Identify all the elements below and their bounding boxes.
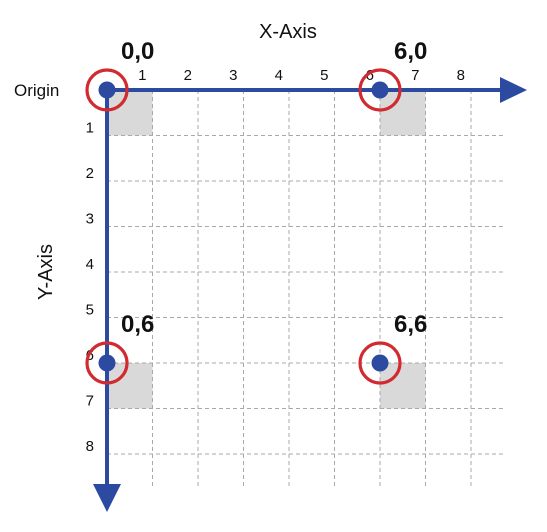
y-tick-label: 8 [86,438,94,455]
x-tick-label: 8 [457,67,465,84]
point-dot [99,82,116,99]
x-tick-label: 1 [138,67,146,84]
point-dot [372,355,389,372]
origin-label: Origin [14,81,59,100]
grid-lines [107,90,503,486]
y-tick-label: 2 [86,165,94,182]
shaded-cell [107,90,153,136]
y-axis-arrowhead [93,484,121,512]
x-axis-arrowhead [500,77,527,103]
point-label: 6,6 [394,311,427,338]
x-tick-label: 7 [411,67,419,84]
x-tick-label: 2 [184,67,192,84]
point-label: 6,0 [394,38,427,65]
shaded-cell [380,90,426,136]
x-tick-label: 5 [320,67,328,84]
y-tick-label: 4 [86,256,94,273]
shaded-cell [107,363,153,409]
point-dot [99,355,116,372]
x-axis-title: X-Axis [259,21,317,43]
shaded-cell [380,363,426,409]
axes [93,77,527,512]
x-tick-label: 3 [229,67,237,84]
point-dot [372,82,389,99]
y-tick-label: 5 [86,302,94,319]
y-axis-title: Y-Axis [35,244,57,300]
point-label: 0,6 [121,311,154,338]
y-tick-label: 7 [86,393,94,410]
y-tick-label: 1 [86,120,94,137]
x-tick-label: 4 [275,67,283,84]
point-label: 0,0 [121,38,154,65]
y-tick-label: 3 [86,211,94,228]
